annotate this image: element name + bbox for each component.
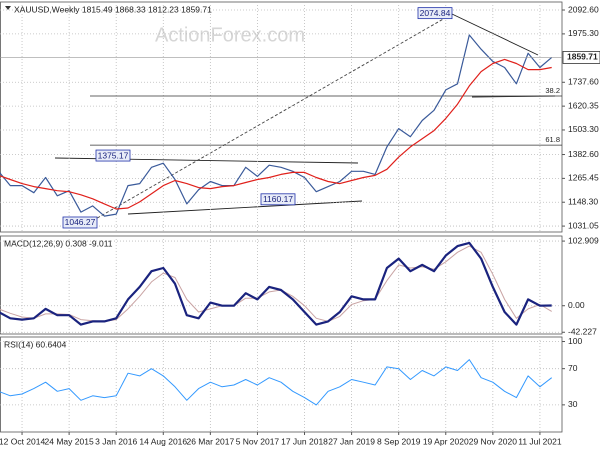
x-tick-label: 8 Sep 2019	[377, 436, 421, 446]
y-tick-label: 1382.60	[568, 149, 599, 159]
fib-label: 61.8	[545, 135, 560, 144]
panel-title: MACD(12,26,9) 0.308 -9.011	[4, 238, 113, 248]
price-label-box	[95, 149, 131, 162]
y-tick-label: 100	[568, 336, 582, 346]
price-label-box	[62, 216, 98, 229]
y-tick-label: 1265.45	[568, 173, 599, 183]
y-tick-label: 1031.05	[568, 220, 599, 230]
x-tick-label: 5 Nov 2017	[236, 436, 280, 446]
series-line	[0, 245, 552, 322]
x-tick-label: 26 Mar 2017	[186, 436, 234, 446]
price-label: 1375.17	[98, 150, 129, 160]
y-tick-label: -42.227	[568, 327, 597, 337]
panel-frame	[0, 235, 563, 335]
trend-line	[79, 13, 453, 229]
y-tick-label: 0.00	[568, 300, 585, 310]
y-tick-label: 1503.30	[568, 124, 599, 134]
y-tick-label: 1620.35	[568, 100, 599, 110]
y-tick-label: 102.909	[568, 235, 599, 245]
x-tick-label: 12 Oct 2014	[0, 436, 45, 446]
series-line	[0, 241, 552, 326]
x-tick-label: 24 May 2015	[45, 436, 94, 446]
price-label: 2074.84	[420, 8, 451, 18]
price-label-box	[260, 193, 296, 206]
x-tick-label: 11 Jul 2021	[518, 436, 562, 446]
fib-label: 38.2	[545, 86, 560, 95]
trend-line	[451, 13, 539, 56]
price-label-box	[417, 7, 453, 20]
x-tick-label: 17 Jun 2018	[281, 436, 328, 446]
x-tick-label: 29 Nov 2020	[469, 436, 517, 446]
y-tick-label: 70	[568, 363, 578, 373]
y-tick-label: 2092.60	[568, 4, 599, 14]
x-tick-label: 19 Apr 2020	[423, 436, 469, 446]
x-tick-label: 27 Jan 2019	[328, 436, 375, 446]
series-line	[0, 359, 553, 406]
panel-frame	[0, 1, 563, 233]
price-tag: 1859.71	[567, 52, 598, 62]
watermark: ActionForex.com	[155, 24, 305, 46]
series-line	[0, 58, 552, 210]
trend-line	[127, 200, 363, 215]
price-label: 1046.27	[65, 217, 96, 227]
menu-arrow	[5, 6, 11, 10]
panel-title: RSI(14) 60.6404	[4, 339, 67, 349]
y-tick-label: 30	[568, 399, 578, 409]
x-tick-label: 3 Jan 2016	[95, 436, 137, 446]
y-tick-label: 1148.30	[568, 196, 598, 206]
x-tick-label: 14 Aug 2016	[139, 436, 187, 446]
series-line	[0, 34, 553, 217]
y-tick-label: 1975.30	[568, 28, 599, 38]
price-tag-box	[562, 51, 600, 64]
price-label: 1160.17	[263, 194, 293, 204]
panel-title: XAUUSD,Weekly 1815.49 1868.33 1812.23 18…	[14, 4, 212, 14]
y-tick-label: 1737.60	[568, 77, 599, 87]
panel-frame	[0, 336, 563, 433]
